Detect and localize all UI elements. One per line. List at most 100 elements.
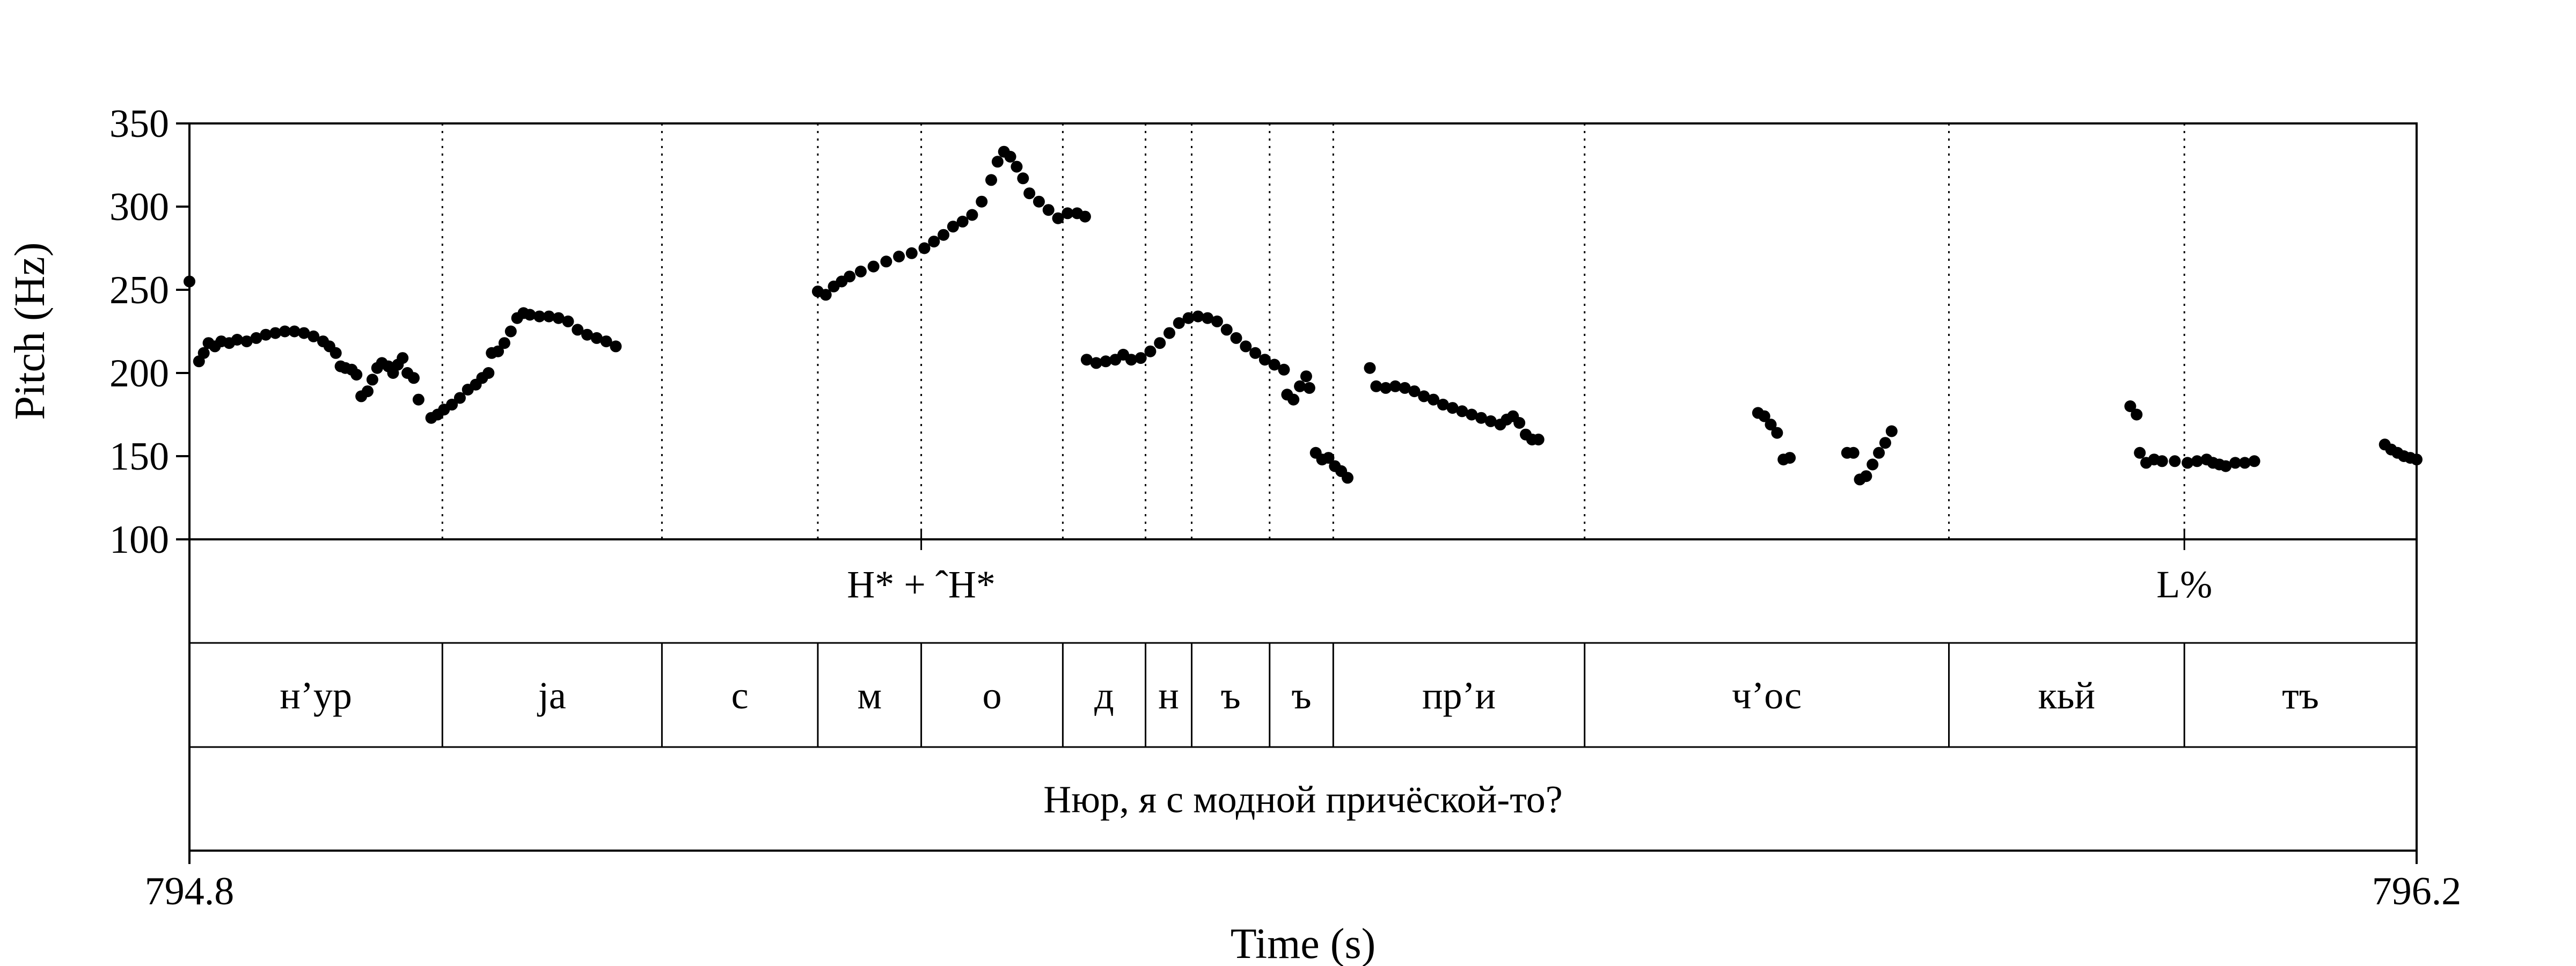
pitch-point xyxy=(844,270,856,283)
pitch-point xyxy=(1278,363,1290,376)
pitch-point xyxy=(1380,382,1392,394)
segment-label: кьй xyxy=(2038,674,2095,717)
pitch-point xyxy=(1322,452,1335,464)
pitch-point xyxy=(1408,385,1421,398)
pitch-point xyxy=(2229,457,2242,469)
pitch-point xyxy=(1484,415,1497,427)
pitch-point xyxy=(498,337,510,349)
pitch-point xyxy=(288,325,301,338)
pitch-point xyxy=(2131,408,2143,421)
pitch-point xyxy=(366,374,378,386)
pitch-point xyxy=(1135,352,1147,364)
pitch-point xyxy=(1192,310,1204,323)
pitch-point xyxy=(260,328,272,341)
pitch-point xyxy=(250,332,262,344)
pitch-point xyxy=(1758,410,1770,422)
pitch-point xyxy=(1466,408,1478,421)
pitch-point xyxy=(412,393,425,406)
y-tick-label: 150 xyxy=(109,435,169,479)
pitch-point xyxy=(492,345,504,357)
pitch-point xyxy=(2191,455,2203,467)
pitch-point xyxy=(482,367,495,379)
segment-label: м xyxy=(857,674,882,717)
tiers-frame xyxy=(188,538,2418,852)
pitch-point xyxy=(2238,457,2251,469)
pitch-point xyxy=(1033,195,1045,208)
pitch-point xyxy=(1211,315,1223,327)
tone-label: H* + ˆH* xyxy=(847,563,996,606)
pitch-point xyxy=(1017,172,1029,185)
pitch-point xyxy=(269,327,282,339)
pitch-point xyxy=(1475,412,1487,424)
pitch-point xyxy=(1847,447,1860,459)
pitch-point xyxy=(1287,393,1300,406)
pitch-point xyxy=(231,334,243,346)
pitch-point xyxy=(1300,370,1312,383)
pitch-point xyxy=(2169,455,2181,467)
pitch-panel-frame xyxy=(188,122,2418,540)
pitch-point xyxy=(893,251,905,262)
x-axis-label: Time (s) xyxy=(1231,920,1375,966)
pitch-point xyxy=(330,347,342,359)
pitch-point xyxy=(1867,458,1879,471)
pitch-point xyxy=(1771,427,1783,439)
pitch-point xyxy=(1399,382,1411,394)
pitch-point xyxy=(1230,332,1242,344)
segment-label: о xyxy=(982,674,1001,717)
x-tick-label-end: 796.2 xyxy=(2372,869,2462,913)
pitch-point xyxy=(610,340,622,353)
pitch-point xyxy=(1100,355,1112,368)
pitch-point xyxy=(991,156,1004,168)
pitch-point xyxy=(985,174,997,186)
pitch-points xyxy=(184,145,2423,486)
pitch-point xyxy=(1364,362,1376,374)
pitch-point xyxy=(1456,405,1468,418)
pitch-point xyxy=(1249,347,1262,359)
pitch-point xyxy=(240,335,253,348)
pitch-point xyxy=(1418,390,1430,402)
pitch-point xyxy=(1004,151,1016,163)
pitch-point xyxy=(298,327,310,339)
pitch-point xyxy=(966,209,978,221)
pitch-point xyxy=(600,335,612,348)
pitch-point xyxy=(1144,345,1157,357)
pitch-point xyxy=(2134,447,2146,459)
pitch-point xyxy=(1042,204,1055,216)
y-axis-label: Pitch (Hz) xyxy=(6,242,54,420)
pitch-point xyxy=(1182,312,1195,324)
pitch-point xyxy=(1879,437,1891,449)
segment-boundary-guides xyxy=(441,123,2185,539)
pitch-point xyxy=(976,195,988,208)
pitch-point xyxy=(880,255,892,268)
pitch-point xyxy=(1154,337,1166,349)
pitch-point xyxy=(543,310,555,323)
pitch-point xyxy=(905,247,918,259)
segment-label: н’ур xyxy=(280,674,352,717)
y-tick-label: 300 xyxy=(109,185,169,229)
pitch-point xyxy=(504,325,517,338)
pitch-point xyxy=(572,324,584,336)
pitch-point xyxy=(1303,382,1315,394)
pitch-point xyxy=(308,330,320,342)
pitch-point xyxy=(197,347,210,359)
pitch-point xyxy=(397,352,409,364)
pitch-point xyxy=(947,221,959,233)
y-tick-label: 200 xyxy=(109,352,169,396)
pitch-point xyxy=(279,325,291,338)
pitch-point xyxy=(590,332,603,344)
pitch-point xyxy=(1873,447,1885,459)
segment-label: н xyxy=(1158,674,1179,717)
pitch-point xyxy=(1090,357,1102,369)
sentence-label: Нюр, я с модной причёской-то? xyxy=(1043,778,1563,821)
pitch-point xyxy=(1765,419,1777,431)
pitch-point xyxy=(552,312,565,324)
segment-label: тъ xyxy=(2282,674,2319,717)
segment-label: д xyxy=(1094,674,1114,717)
pitch-point xyxy=(2220,460,2232,472)
pitch-point xyxy=(2248,455,2260,467)
pitch-point xyxy=(2156,455,2168,467)
pitch-point xyxy=(1240,340,1252,353)
segment-label: ч’ос xyxy=(1732,674,1802,717)
pitch-point xyxy=(1079,210,1091,223)
pitch-point xyxy=(446,398,458,411)
